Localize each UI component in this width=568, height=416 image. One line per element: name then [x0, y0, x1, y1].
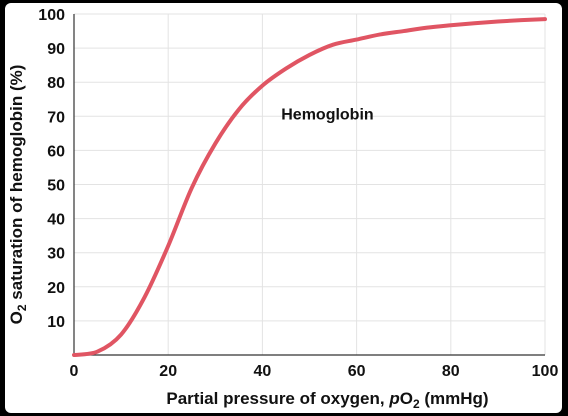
series-label-hemoglobin: Hemoglobin: [281, 107, 373, 124]
x-tick-label: 0: [70, 363, 79, 380]
x-axis-label-sub: 2: [413, 397, 420, 411]
tick-labels: 10 20 30 40 50 60 70 80 90 100 0 20 40 60 80 100: [38, 7, 558, 380]
y-axis-label: O2 saturation of hemoglobin (%): [7, 65, 29, 325]
y-tick-label: 10: [47, 314, 65, 331]
x-tick-label: 40: [254, 363, 272, 380]
x-tick-label: 80: [442, 363, 460, 380]
y-tick-label: 80: [47, 75, 65, 92]
x-axis-label-suffix: (mmHg): [420, 389, 489, 408]
x-axis-label: Partial pressure of oxygen, pO2 (mmHg): [166, 389, 488, 411]
y-tick-label: 50: [47, 178, 65, 195]
axes: [73, 14, 545, 356]
y-tick-label: 90: [47, 41, 65, 58]
grid: [74, 13, 546, 355]
hemoglobin-curve: [72, 17, 547, 357]
x-axis-label-var: p: [388, 389, 399, 408]
y-tick-label: 30: [47, 246, 65, 263]
y-axis-label-sub: 2: [15, 304, 29, 311]
y-tick-label: 100: [38, 7, 65, 24]
y-tick-label: 20: [47, 280, 65, 297]
x-tick-label: 100: [532, 363, 559, 380]
y-tick-label: 70: [47, 109, 65, 126]
x-tick-label: 60: [348, 363, 366, 380]
x-axis-label-chem: O: [400, 389, 413, 408]
y-tick-label: 40: [47, 212, 65, 229]
y-axis-label-text: saturation of hemoglobin (%): [7, 65, 26, 305]
y-tick-label: 60: [47, 143, 65, 160]
x-tick-label: 20: [159, 363, 177, 380]
y-axis-label-chem: O: [7, 311, 26, 324]
x-axis-label-prefix: Partial pressure of oxygen,: [166, 389, 389, 408]
